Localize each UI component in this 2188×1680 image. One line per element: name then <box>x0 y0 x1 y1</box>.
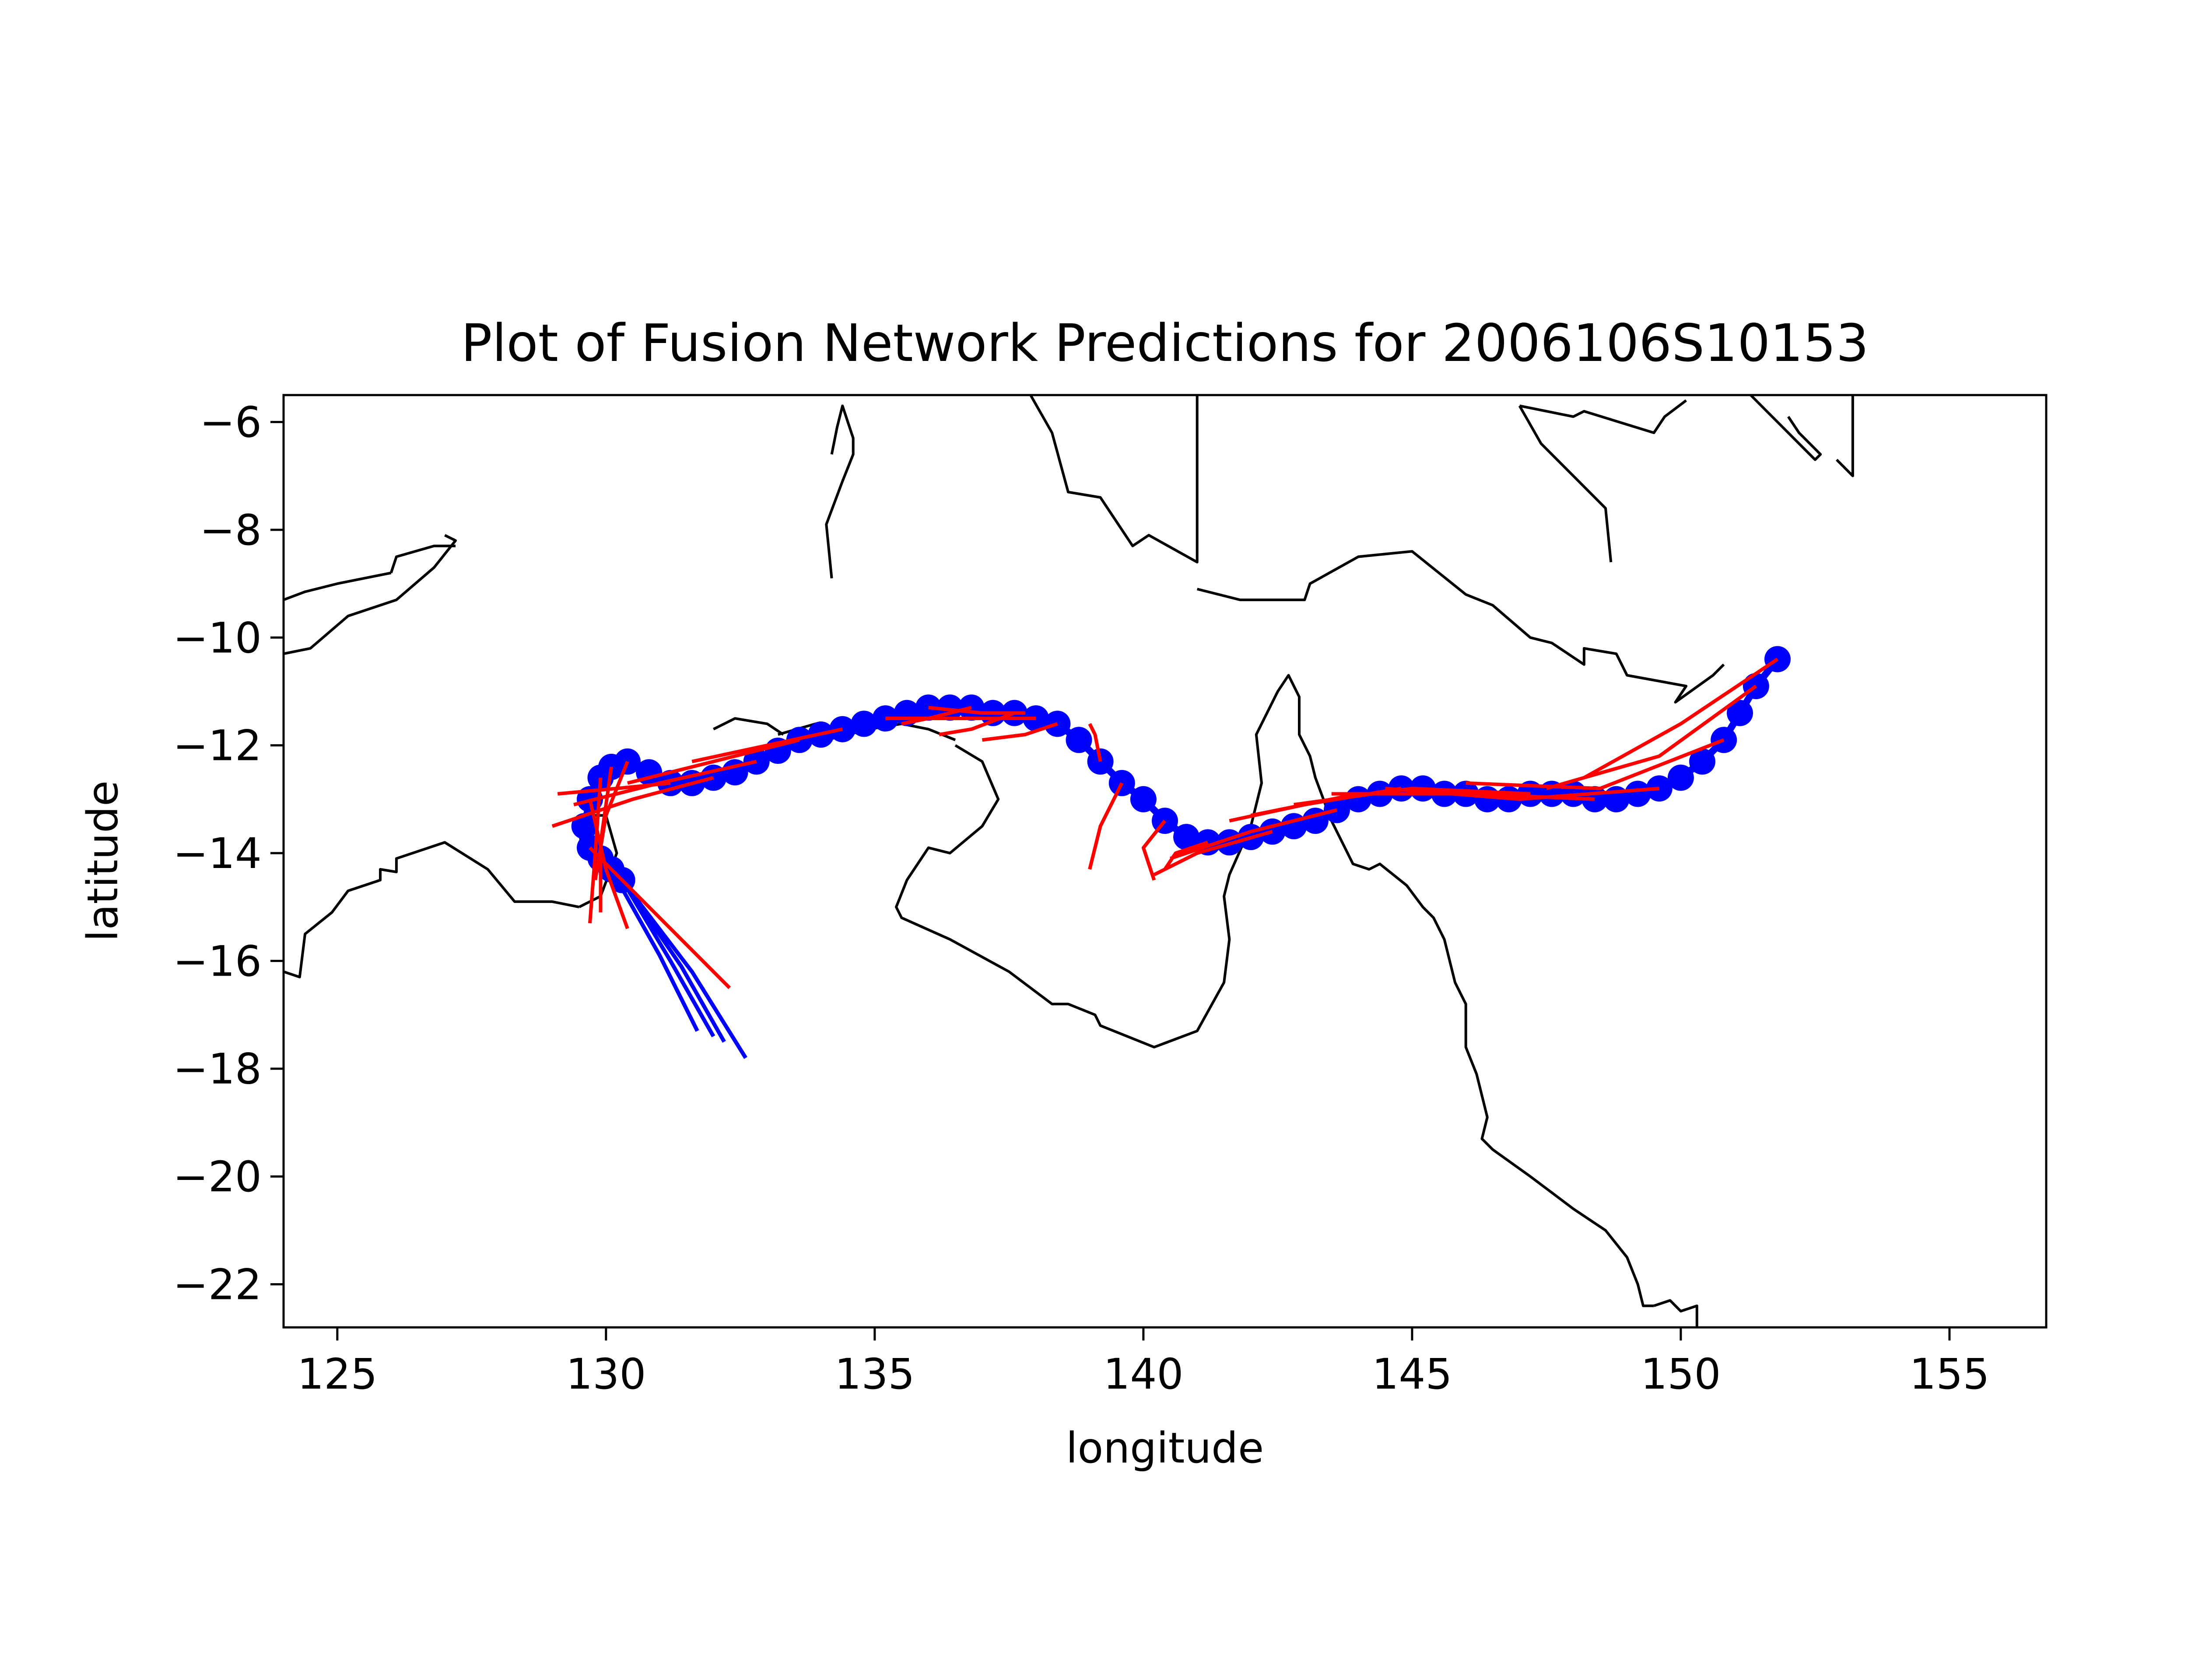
observed-point <box>1066 727 1092 753</box>
y-tick-label: −6 <box>200 398 262 447</box>
x-tick-label: 140 <box>1103 1350 1183 1399</box>
observed-point <box>1130 786 1157 812</box>
y-tick-label: −16 <box>173 937 262 986</box>
x-tick-label: 125 <box>297 1350 377 1399</box>
x-axis-label: longitude <box>1066 1424 1264 1473</box>
x-tick-label: 135 <box>835 1350 915 1399</box>
x-tick-label: 150 <box>1641 1350 1721 1399</box>
chart-title: Plot of Fusion Network Predictions for 2… <box>461 313 1869 373</box>
y-tick-label: −10 <box>173 613 262 662</box>
x-tick-label: 155 <box>1909 1350 1989 1399</box>
y-tick-label: −18 <box>173 1045 262 1094</box>
y-tick-label: −12 <box>173 721 262 770</box>
y-tick-label: −8 <box>200 506 262 555</box>
x-tick-label: 145 <box>1372 1350 1452 1399</box>
y-tick-label: −14 <box>173 829 262 878</box>
x-tick-label: 130 <box>566 1350 646 1399</box>
y-tick-label: −22 <box>173 1260 262 1309</box>
y-tick-label: −20 <box>173 1152 262 1201</box>
y-axis-label: latitude <box>78 780 127 942</box>
